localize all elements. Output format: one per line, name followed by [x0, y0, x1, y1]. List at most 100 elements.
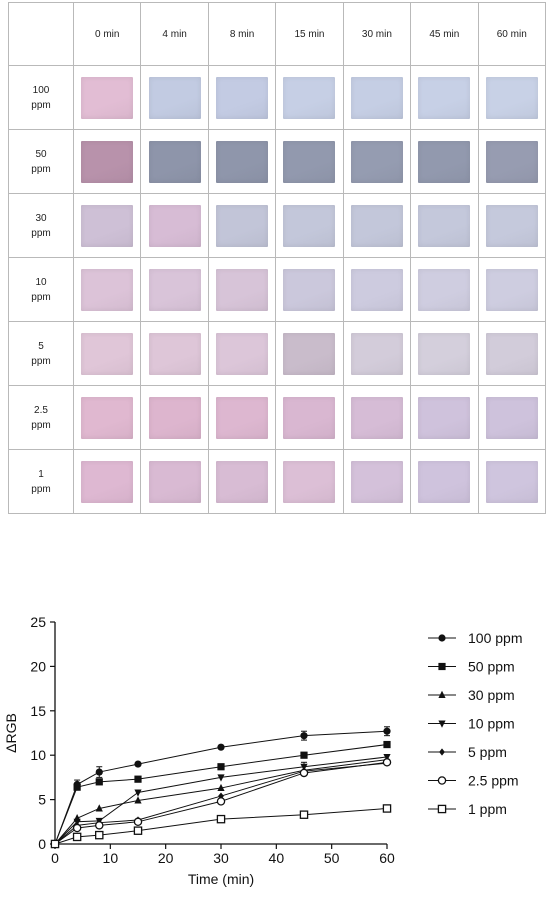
swatch-cell [72, 65, 142, 130]
data-point [300, 732, 308, 740]
swatch-cell [410, 321, 479, 386]
color-swatch [81, 332, 134, 375]
swatch-cell [140, 129, 209, 194]
row-label: 30 ppm [8, 193, 74, 258]
data-point [217, 743, 225, 751]
data-point [217, 774, 225, 782]
concentration-value: 10 [35, 276, 47, 288]
legend-label: 1 ppm [468, 801, 507, 817]
swatch-cell [477, 321, 547, 386]
color-swatch [216, 204, 269, 247]
swatch-cell [477, 385, 547, 450]
legend-marker [438, 690, 446, 698]
swatch-cell [207, 193, 277, 258]
color-swatch [418, 204, 471, 247]
color-swatch [350, 332, 403, 375]
color-swatch [148, 460, 201, 503]
swatch-cell [342, 65, 412, 130]
swatch-cell [410, 385, 479, 450]
y-tick-label: 5 [38, 792, 46, 808]
color-swatch [485, 332, 538, 375]
table-row: 1 ppm [8, 449, 547, 514]
delta-rgb-line-chart: 0 10 20 30 40 50 60 0 5 10 15 20 25 Time (min) ΔRGB 100… [3, 614, 522, 887]
data-point [72, 823, 82, 833]
data-point [95, 768, 103, 776]
data-point [133, 817, 143, 827]
data-point [95, 778, 103, 786]
legend-label: 5 ppm [468, 744, 507, 760]
color-swatch [418, 268, 471, 311]
concentration-value: 2.5 [34, 404, 48, 416]
color-swatch [485, 204, 538, 247]
swatch-cell [477, 193, 547, 258]
data-point [300, 751, 308, 759]
swatch-cell [342, 321, 412, 386]
column-header: 4 min [140, 2, 209, 66]
color-swatch [148, 76, 201, 119]
color-swatch [418, 140, 471, 183]
data-point [95, 804, 103, 812]
x-tick-label: 10 [103, 850, 119, 866]
table-row: 5 ppm [8, 321, 547, 386]
legend-label: 50 ppm [468, 659, 515, 675]
swatch-cell [207, 449, 277, 514]
legend-label: 2.5 ppm [468, 773, 519, 789]
swatch-cell [207, 129, 277, 194]
legend-marker [437, 804, 447, 814]
y-tick-label: 20 [30, 658, 46, 674]
color-swatch [81, 140, 134, 183]
y-axis-title: ΔRGB [3, 713, 19, 753]
data-point [216, 797, 226, 806]
y-tick-label: 25 [30, 614, 46, 630]
swatch-cell [477, 129, 547, 194]
data-point [382, 804, 392, 813]
x-tick-label: 0 [51, 850, 59, 866]
swatch-cell [140, 65, 209, 130]
color-swatch [350, 204, 403, 247]
swatch-cell [275, 65, 344, 130]
data-point [299, 810, 309, 819]
column-header: 45 min [410, 2, 479, 66]
color-swatch [418, 396, 471, 439]
legend-label: 30 ppm [468, 687, 515, 703]
color-swatch [216, 76, 269, 119]
color-swatch [283, 204, 336, 247]
concentration-value: 5 [38, 340, 44, 352]
legend-marker [437, 776, 447, 785]
color-swatch [216, 396, 269, 439]
x-axis-title: Time (min) [188, 871, 254, 887]
concentration-value: 50 [35, 148, 47, 160]
y-tick-label: 10 [30, 747, 46, 763]
x-tick-label: 60 [379, 850, 395, 866]
swatch-cell [207, 321, 277, 386]
row-label: 1 ppm [8, 449, 74, 514]
data-point [72, 832, 82, 842]
legend-marker [438, 662, 446, 671]
color-swatch [148, 204, 201, 247]
color-swatch [81, 396, 134, 439]
color-swatch [81, 204, 134, 247]
swatch-cell [207, 385, 277, 450]
swatch-cell [410, 65, 479, 130]
swatch-cell [140, 321, 209, 386]
color-swatch [216, 268, 269, 311]
color-swatch [418, 460, 471, 503]
color-swatch [485, 268, 538, 311]
row-label: 2.5 ppm [8, 385, 74, 450]
corner-cell [8, 2, 74, 66]
color-swatch [485, 76, 538, 119]
swatch-cell [410, 193, 479, 258]
color-swatch [216, 140, 269, 183]
table-row: 2.5 ppm [8, 385, 547, 450]
swatch-cell [275, 193, 344, 258]
data-point [216, 814, 226, 824]
data-point [383, 727, 391, 735]
color-swatch [485, 396, 538, 439]
data-point [217, 763, 225, 771]
data-point [300, 763, 308, 771]
x-tick-label: 30 [213, 850, 229, 866]
color-swatch [81, 76, 134, 119]
color-swatch [283, 76, 336, 119]
swatch-cell [342, 449, 412, 514]
color-swatch [485, 460, 538, 503]
